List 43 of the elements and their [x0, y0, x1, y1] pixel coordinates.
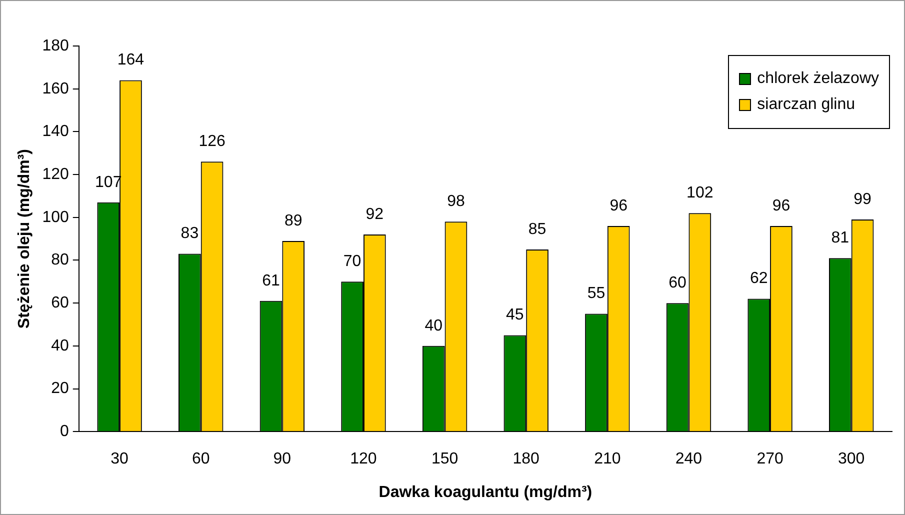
data-label: 92: [366, 206, 384, 223]
x-tick-label: 240: [675, 450, 702, 468]
legend-label: siarczan glinu: [756, 96, 856, 114]
data-label: 61: [262, 272, 280, 290]
y-tick-label: 20: [51, 380, 69, 398]
data-label: 40: [424, 317, 443, 334]
y-tick-label: 80: [51, 252, 69, 269]
data-label: 45: [506, 306, 524, 324]
x-tick-label: 180: [512, 450, 540, 468]
y-tick-label: 60: [51, 294, 69, 312]
data-label: 83: [180, 225, 199, 242]
data-label: 55: [587, 285, 606, 302]
x-tick-label: 270: [756, 450, 784, 468]
data-label: 70: [343, 253, 362, 270]
data-label: 96: [610, 197, 628, 214]
data-label: 89: [284, 212, 302, 230]
data-label: 60: [668, 274, 687, 292]
y-tick-label: 100: [42, 208, 69, 226]
x-tick-label: 210: [594, 450, 621, 468]
y-tick-label: 180: [42, 37, 69, 54]
data-label: 85: [528, 220, 546, 238]
x-tick-label: 90: [273, 450, 292, 468]
legend-label: chlorek żelazowy: [756, 70, 879, 88]
x-axis-title: Dawka koagulantu (mg/dm³): [378, 484, 592, 501]
x-tick-label: 60: [192, 450, 210, 468]
x-tick-label: 300: [838, 450, 865, 468]
data-label: 98: [447, 193, 465, 210]
data-label: 62: [750, 270, 768, 288]
y-tick-label: 40: [51, 337, 69, 354]
x-tick-label: 150: [431, 450, 458, 468]
y-axis-title: Stężenie oleju (mg/dm³): [16, 149, 34, 329]
y-tick-label: 160: [42, 80, 69, 98]
y-tick-label: 120: [42, 166, 69, 183]
y-tick-label: 0: [60, 423, 69, 440]
y-tick-label: 140: [42, 123, 69, 140]
data-label: 126: [198, 133, 226, 150]
data-label: 102: [686, 184, 714, 202]
data-label: 96: [772, 197, 790, 214]
x-tick-label: 120: [350, 450, 377, 468]
x-tick-label: 30: [110, 450, 129, 468]
data-label: 99: [854, 190, 872, 208]
data-label: 81: [831, 229, 850, 246]
data-label: 164: [117, 52, 144, 69]
